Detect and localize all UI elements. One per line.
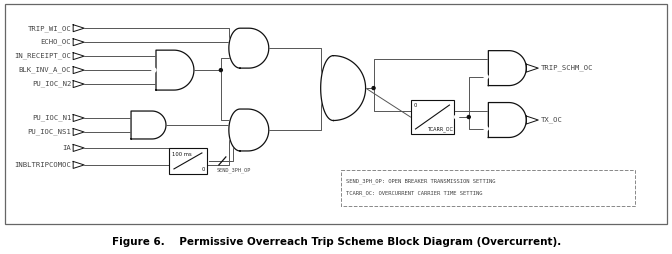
Polygon shape bbox=[73, 53, 84, 60]
Text: TRIP_WI_OC: TRIP_WI_OC bbox=[28, 25, 71, 31]
Polygon shape bbox=[526, 64, 538, 72]
Text: BLK_INV_A_OC: BLK_INV_A_OC bbox=[19, 67, 71, 73]
Polygon shape bbox=[321, 56, 366, 120]
Circle shape bbox=[467, 116, 470, 119]
Circle shape bbox=[152, 68, 156, 72]
Text: PU_IOC_N2: PU_IOC_N2 bbox=[32, 81, 71, 87]
Polygon shape bbox=[73, 81, 84, 88]
Circle shape bbox=[372, 87, 375, 90]
Polygon shape bbox=[73, 115, 84, 121]
Text: Figure 6.    Permissive Overreach Trip Scheme Block Diagram (Overcurrent).: Figure 6. Permissive Overreach Trip Sche… bbox=[112, 237, 561, 247]
Text: TCARR_OC: TCARR_OC bbox=[427, 126, 452, 132]
Circle shape bbox=[219, 69, 222, 72]
Text: SEND_3PH_OP: SEND_3PH_OP bbox=[217, 167, 251, 172]
Text: 100 ms: 100 ms bbox=[172, 152, 192, 157]
Polygon shape bbox=[489, 51, 526, 86]
Polygon shape bbox=[73, 145, 84, 151]
Polygon shape bbox=[73, 25, 84, 32]
Text: SEND_3PH_OP: OPEN BREAKER TRANSMISSION SETTING: SEND_3PH_OP: OPEN BREAKER TRANSMISSION S… bbox=[345, 178, 495, 183]
Polygon shape bbox=[73, 129, 84, 135]
Bar bbox=[169, 148, 207, 174]
FancyBboxPatch shape bbox=[341, 170, 635, 206]
Text: TX_OC: TX_OC bbox=[541, 117, 563, 123]
Polygon shape bbox=[131, 111, 166, 139]
Polygon shape bbox=[229, 28, 269, 68]
Circle shape bbox=[484, 75, 489, 79]
Polygon shape bbox=[489, 103, 526, 137]
Bar bbox=[5, 4, 667, 224]
Polygon shape bbox=[526, 116, 538, 124]
Text: PU_IOC_NS1: PU_IOC_NS1 bbox=[28, 129, 71, 135]
Polygon shape bbox=[156, 50, 194, 90]
Circle shape bbox=[484, 126, 489, 131]
Polygon shape bbox=[73, 67, 84, 74]
Text: 0: 0 bbox=[413, 103, 417, 108]
Text: PU_IOC_N1: PU_IOC_N1 bbox=[32, 115, 71, 121]
Bar bbox=[411, 100, 454, 134]
Text: INBLTRIPCOMOC: INBLTRIPCOMOC bbox=[14, 162, 71, 168]
Text: TRIP_SCHM_OC: TRIP_SCHM_OC bbox=[541, 65, 594, 71]
Polygon shape bbox=[229, 109, 269, 151]
Text: 0: 0 bbox=[202, 167, 205, 172]
Polygon shape bbox=[73, 162, 84, 168]
Polygon shape bbox=[73, 39, 84, 46]
Text: IN_RECEIPT_OC: IN_RECEIPT_OC bbox=[14, 53, 71, 59]
Text: ECHO_OC: ECHO_OC bbox=[40, 39, 71, 45]
Text: IA: IA bbox=[62, 145, 71, 151]
Circle shape bbox=[454, 115, 459, 119]
Text: TCARR_OC: OVERCURRENT CARRIER TIME SETTING: TCARR_OC: OVERCURRENT CARRIER TIME SETTI… bbox=[345, 191, 482, 197]
